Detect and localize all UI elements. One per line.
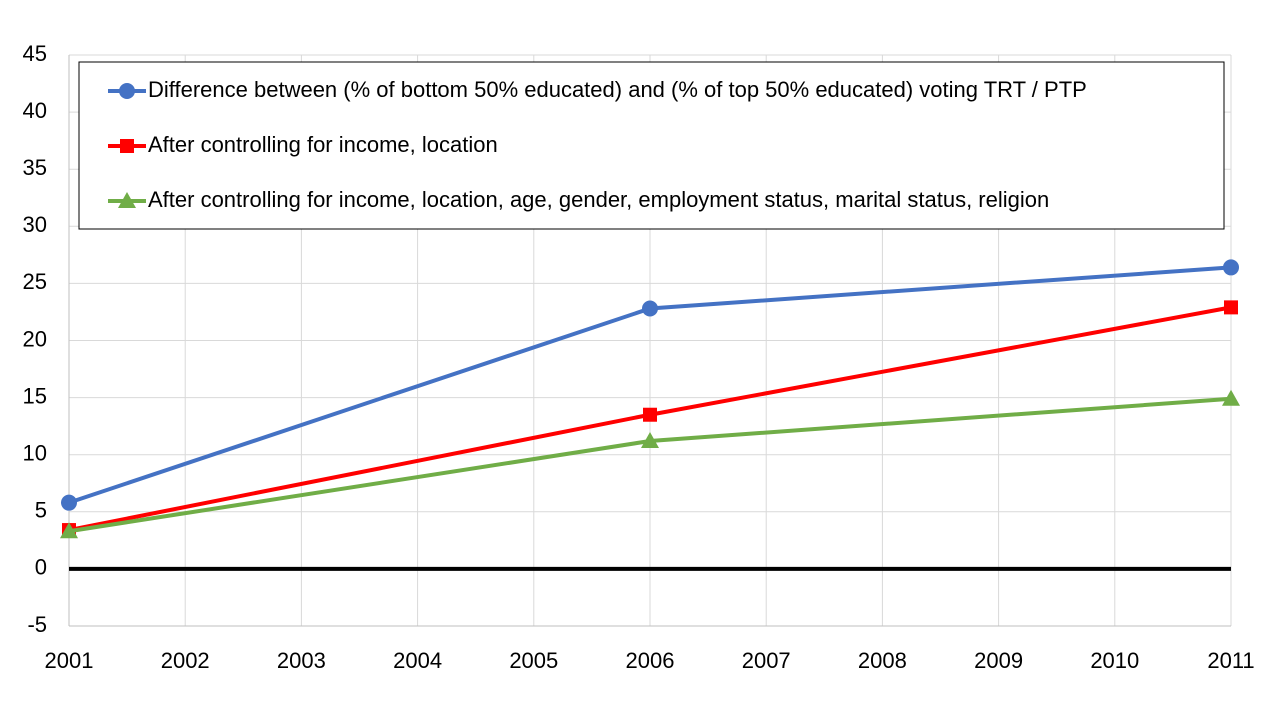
y-tick-label: 5 (35, 498, 47, 523)
x-tick-label: 2007 (742, 648, 791, 673)
y-tick-label: 15 (23, 383, 47, 408)
data-point (61, 494, 77, 511)
data-point (643, 407, 657, 422)
x-tick-label: 2001 (45, 648, 94, 673)
y-tick-label: 0 (35, 555, 47, 580)
x-tick-label: 2003 (277, 648, 326, 673)
x-tick-label: 2005 (509, 648, 558, 673)
legend-marker (118, 192, 136, 208)
legend-box (78, 61, 1225, 230)
data-point (641, 431, 659, 448)
legend-label: After controlling for income, location, … (148, 187, 1049, 212)
y-tick-label: 35 (23, 155, 47, 180)
x-tick-label: 2004 (393, 648, 442, 673)
x-tick-label: 2011 (1207, 648, 1254, 673)
y-tick-label: 40 (23, 98, 47, 123)
x-tick-label: 2008 (858, 648, 907, 673)
data-point (1224, 300, 1238, 315)
y-tick-label: 25 (23, 269, 47, 294)
y-tick-label: 20 (23, 326, 47, 351)
legend-label: Difference between (% of bottom 50% educ… (148, 77, 1087, 102)
legend-marker (120, 139, 134, 153)
x-tick-label: 2010 (1090, 648, 1139, 673)
y-tick-label: -5 (27, 612, 47, 637)
y-tick-label: 30 (23, 212, 47, 237)
x-tick-label: 2006 (626, 648, 675, 673)
data-point (1222, 389, 1240, 406)
x-tick-label: 2002 (161, 648, 210, 673)
x-tick-label: 2009 (974, 648, 1023, 673)
legend-label: After controlling for income, location (148, 132, 498, 157)
y-tick-label: 45 (23, 41, 47, 66)
data-point (60, 522, 78, 539)
data-point (1223, 259, 1239, 276)
legend-marker (119, 83, 135, 99)
y-tick-label: 10 (23, 441, 47, 466)
data-point (642, 300, 658, 317)
